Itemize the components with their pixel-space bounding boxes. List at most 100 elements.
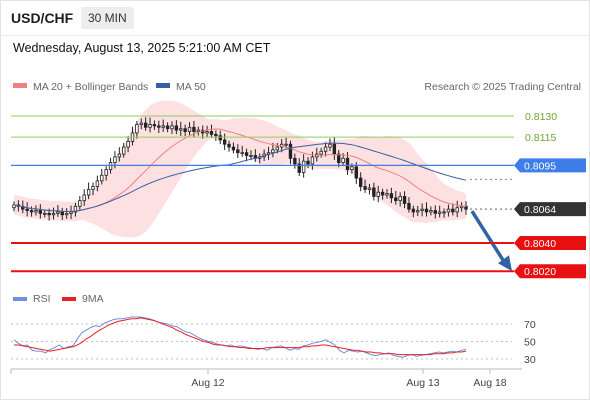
rsi-tick-label: 70: [524, 319, 536, 331]
credit-text: Research © 2025 Trading Central: [424, 81, 581, 93]
candle: [337, 150, 341, 168]
candle: [328, 138, 332, 152]
candle: [165, 122, 170, 133]
rsi-swatch: [13, 297, 27, 301]
candle: [249, 150, 253, 161]
candle: [73, 202, 78, 217]
candle: [222, 133, 227, 151]
candle: [38, 204, 43, 219]
symbol-title: USD/CHF: [11, 10, 74, 26]
candle: [122, 142, 126, 158]
candle: [34, 205, 38, 216]
candle: [135, 120, 139, 139]
candle: [437, 205, 442, 218]
rsi-tick-label: 30: [524, 354, 536, 366]
candle: [236, 144, 240, 158]
candle: [407, 197, 411, 213]
candle: [51, 207, 56, 220]
rsi-legend-label: RSI: [33, 293, 51, 305]
ma50-swatch: [156, 83, 170, 88]
candle: [306, 157, 310, 169]
candle: [227, 140, 231, 152]
candle: [429, 206, 433, 216]
candle: [420, 203, 424, 217]
ma50-legend-label: MA 50: [176, 81, 206, 93]
candle: [174, 120, 179, 135]
candle: [187, 122, 192, 136]
forecast-arrowhead: [498, 255, 512, 272]
candle: [398, 192, 402, 207]
candle: [402, 191, 407, 209]
rsi-ma-legend-label: 9MA: [82, 293, 104, 305]
candle: [271, 142, 275, 158]
candle: [152, 120, 157, 130]
candle: [297, 158, 301, 176]
candle: [424, 202, 429, 217]
candle: [416, 205, 420, 217]
candle: [293, 153, 297, 169]
candle: [104, 166, 108, 181]
candle: [196, 126, 201, 136]
level-lines: 0.8130 0.8115 0.8095 0.8064 0.8040 0.8020: [11, 111, 586, 279]
level-tag-0.8040: [514, 236, 586, 250]
candle: [95, 175, 100, 192]
level-label-0.8040: 0.8040: [524, 238, 556, 250]
candle: [231, 142, 236, 154]
candle: [161, 119, 165, 132]
rsi-ma-swatch: [62, 297, 76, 301]
candle: [91, 182, 95, 196]
candle: [100, 168, 104, 185]
candle: [60, 207, 64, 220]
timeframe-badge[interactable]: 30 MIN: [81, 7, 134, 29]
x-tick-label: Aug 18: [473, 377, 506, 389]
candle: [64, 208, 69, 219]
candle: [170, 121, 174, 134]
ma20-legend-label: MA 20 + Bollinger Bands: [33, 81, 148, 93]
rsi-plot: 70 50 30: [11, 316, 536, 366]
candle: [78, 196, 82, 210]
candle: [385, 188, 389, 199]
candle: [143, 117, 148, 131]
candle: [179, 121, 183, 136]
candle: [183, 124, 187, 137]
candle: [214, 130, 218, 141]
candle: [240, 145, 244, 157]
candle: [86, 182, 91, 200]
rsi-line: [13, 316, 467, 358]
candle: [117, 147, 122, 162]
candle: [411, 205, 416, 218]
candle: [389, 187, 394, 204]
chart-header: USD/CHF 30 MIN: [0, 0, 590, 36]
candle: [358, 172, 363, 192]
candle: [459, 202, 464, 212]
candle: [244, 148, 249, 162]
level-label-0.8115: 0.8115: [525, 132, 556, 144]
candle: [380, 188, 385, 200]
candle: [442, 208, 446, 218]
candle: [323, 142, 328, 157]
candle: [446, 204, 451, 217]
candle: [82, 189, 86, 206]
candle: [209, 124, 214, 138]
candle: [394, 190, 398, 205]
candle: [372, 182, 376, 201]
level-label-0.8095: 0.8095: [524, 160, 556, 172]
price-plot: [12, 100, 512, 272]
candle: [148, 117, 152, 133]
rsi-ma-line: [14, 317, 467, 356]
candle: [288, 140, 293, 165]
level-label-0.8130: 0.8130: [525, 111, 557, 123]
candle: [319, 147, 323, 158]
candle: [433, 205, 437, 219]
x-axis-labels: Aug 12 Aug 13 Aug 18: [10, 369, 507, 389]
candle: [157, 120, 161, 134]
chart-datetime: Wednesday, August 13, 2025 5:21:00 AM CE…: [13, 41, 271, 55]
candle: [451, 203, 455, 216]
bollinger-band: [14, 100, 466, 238]
candle: [205, 125, 209, 138]
level-tag-0.8095: [514, 158, 586, 173]
x-tick-label: Aug 12: [191, 377, 224, 389]
candle: [43, 209, 47, 218]
ma50-line: [13, 142, 467, 213]
x-tick-label: Aug 13: [406, 377, 439, 389]
